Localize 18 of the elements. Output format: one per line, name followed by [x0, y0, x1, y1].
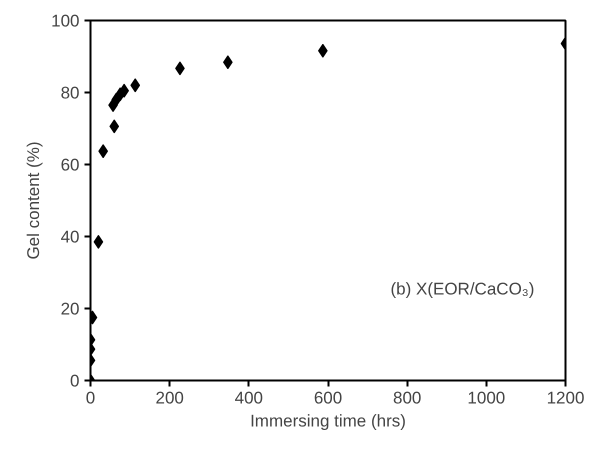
point	[130, 78, 140, 92]
x-tick-label: 600	[314, 388, 342, 408]
point	[109, 119, 120, 134]
x-tick-label: 1200	[546, 388, 584, 408]
annotation: (b) X(EOR/CaCO₃)	[390, 280, 534, 298]
x-tick-label: 800	[392, 388, 422, 408]
x-tick-label: 200	[155, 388, 184, 408]
x-tick-label: 400	[234, 388, 264, 408]
y-tick-label: 20	[60, 300, 80, 318]
x-tick-label: 1000	[467, 388, 506, 408]
y-tick-label: 60	[60, 156, 80, 174]
y-tick-label: 100	[51, 12, 80, 30]
y-tick-label: 0	[70, 372, 80, 390]
x-axis-title: Immersing time (hrs)	[250, 412, 406, 430]
y-tick-label: 80	[60, 84, 80, 102]
y-axis-title: Gel content (%)	[24, 141, 44, 260]
y-tick-label: 40	[60, 228, 80, 246]
x-tick-label: 0	[86, 388, 96, 408]
